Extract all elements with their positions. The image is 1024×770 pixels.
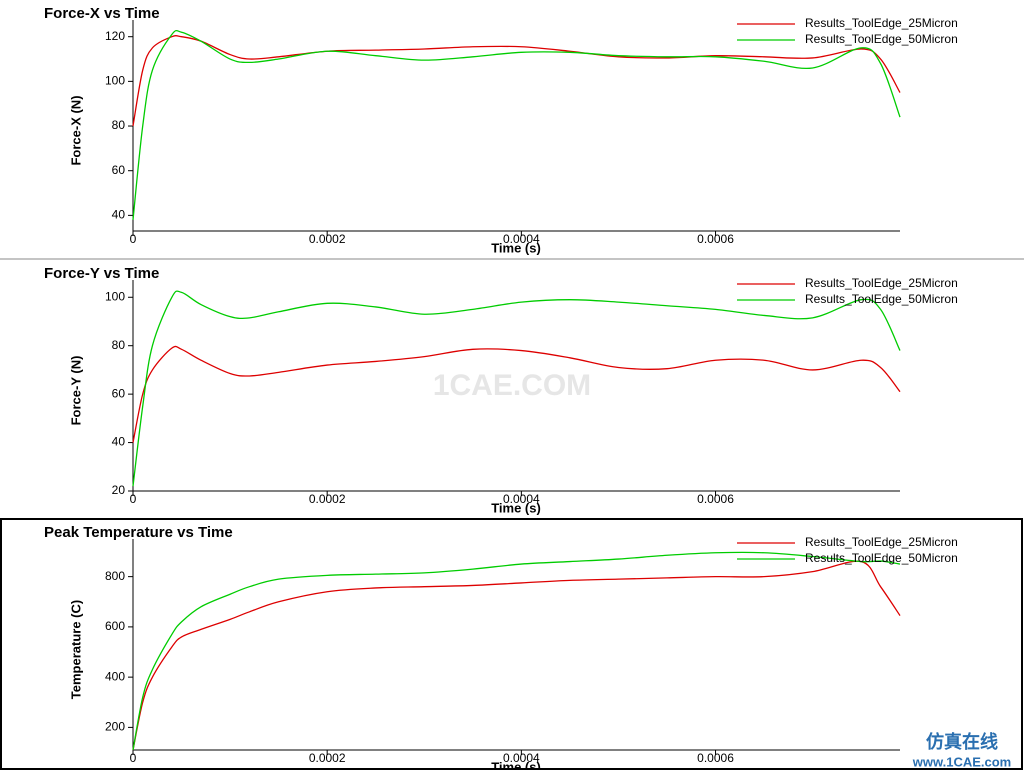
y-tick-label: 60	[112, 386, 126, 400]
series-line	[132, 29, 901, 220]
x-tick-label: 0	[130, 751, 137, 765]
x-tick-label: 0.0002	[309, 751, 346, 765]
legend-label: Results_ToolEdge_50Micron	[805, 292, 958, 306]
series-line	[132, 290, 901, 487]
x-axis-title: Time (s)	[491, 500, 541, 515]
y-tick-label: 40	[112, 208, 126, 222]
series-line	[132, 551, 901, 751]
x-axis-title: Time (s)	[491, 240, 541, 255]
y-tick-label: 40	[112, 435, 126, 449]
y-tick-label: 400	[105, 669, 125, 683]
x-tick-label: 0.0006	[697, 232, 734, 246]
y-tick-label: 800	[105, 569, 125, 583]
y-tick-label: 80	[112, 118, 126, 132]
site-badge: 仿真在线	[926, 731, 998, 752]
legend-label: Results_ToolEdge_25Micron	[805, 16, 958, 30]
chart-title: Force-X vs Time	[44, 5, 160, 22]
legend-label: Results_ToolEdge_50Micron	[805, 551, 958, 565]
chart-panel: Peak Temperature vs Time 200 400 600 800 0 0.0…	[44, 524, 958, 770]
legend-label: Results_ToolEdge_25Micron	[805, 276, 958, 290]
y-axis-title: Force-Y (N)	[68, 356, 83, 426]
x-tick-label: 0	[130, 492, 137, 506]
x-tick-label: 0.0004	[503, 751, 540, 765]
x-tick-label: 0.0002	[309, 492, 346, 506]
x-tick-label: 0.0004	[503, 232, 540, 246]
x-tick-label: 0.0004	[503, 492, 540, 506]
y-tick-label: 120	[105, 29, 125, 43]
x-axis-title: Time (s)	[491, 759, 541, 770]
series-line	[132, 345, 901, 443]
y-tick-label: 600	[105, 619, 125, 633]
y-axis-title: Force-X (N)	[68, 95, 83, 165]
chart-title: Peak Temperature vs Time	[44, 524, 233, 541]
watermark: 1CAE.COM	[433, 369, 591, 402]
y-tick-label: 60	[112, 163, 126, 177]
y-tick-label: 100	[105, 74, 125, 88]
y-tick-label: 20	[112, 483, 126, 497]
chart-title: Force-Y vs Time	[44, 265, 159, 282]
x-tick-label: 0	[130, 232, 137, 246]
x-tick-label: 0.0002	[309, 232, 346, 246]
legend-label: Results_ToolEdge_50Micron	[805, 32, 958, 46]
chart-panel: Force-Y vs Time 20 40 60 80 100 0 0.0002 0.0004 0…	[44, 265, 958, 515]
series-line	[132, 560, 901, 751]
series-line	[132, 35, 901, 127]
y-tick-label: 100	[105, 289, 125, 303]
x-tick-label: 0.0006	[697, 751, 734, 765]
legend-label: Results_ToolEdge_25Micron	[805, 535, 958, 549]
y-axis-title: Temperature (C)	[68, 600, 83, 699]
y-tick-label: 80	[112, 338, 126, 352]
x-tick-label: 0.0006	[697, 492, 734, 506]
site-url: www.1CAE.com	[912, 754, 1011, 769]
chart-panel: Force-X vs Time 40 60 80 100 120 0 0.0002 0.0004…	[44, 5, 958, 255]
selected-frame	[0, 518, 1023, 770]
y-tick-label: 200	[105, 720, 125, 734]
